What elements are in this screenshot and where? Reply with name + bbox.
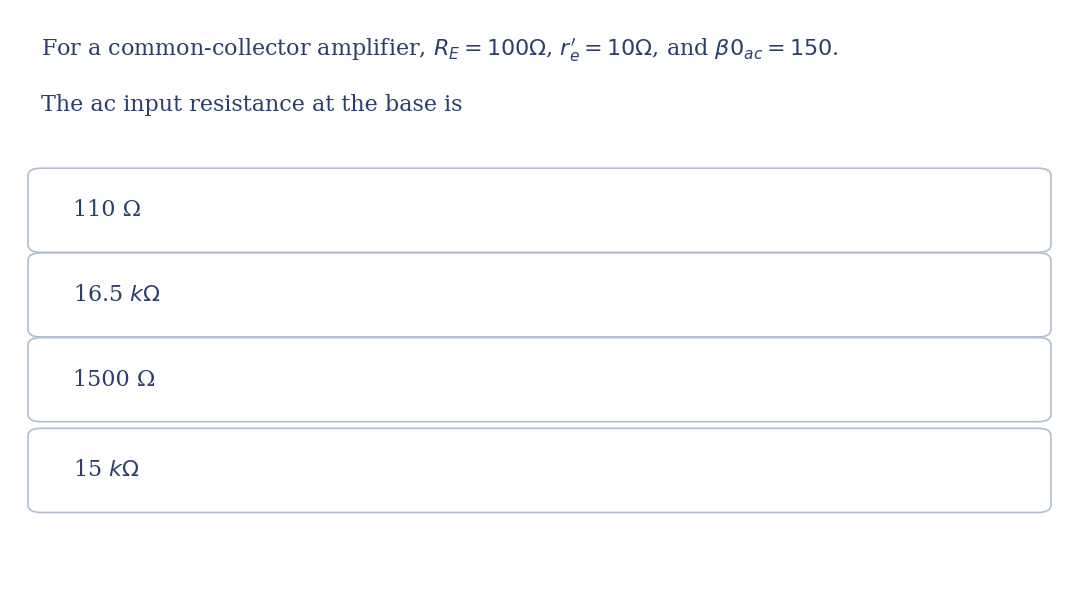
- Text: The ac input resistance at the base is: The ac input resistance at the base is: [41, 94, 463, 116]
- Text: 16.5 $k\Omega$: 16.5 $k\Omega$: [73, 284, 161, 306]
- FancyBboxPatch shape: [28, 428, 1051, 512]
- FancyBboxPatch shape: [28, 168, 1051, 252]
- Text: 110 Ω: 110 Ω: [73, 199, 141, 221]
- FancyBboxPatch shape: [28, 338, 1051, 422]
- Text: For a common-collector amplifier, $R_E = 100\Omega$, $r^{\prime}_e = 10\Omega$, : For a common-collector amplifier, $R_E =…: [41, 36, 839, 64]
- FancyBboxPatch shape: [28, 253, 1051, 337]
- Text: 15 $k\Omega$: 15 $k\Omega$: [73, 459, 140, 482]
- Text: 1500 Ω: 1500 Ω: [73, 368, 155, 391]
